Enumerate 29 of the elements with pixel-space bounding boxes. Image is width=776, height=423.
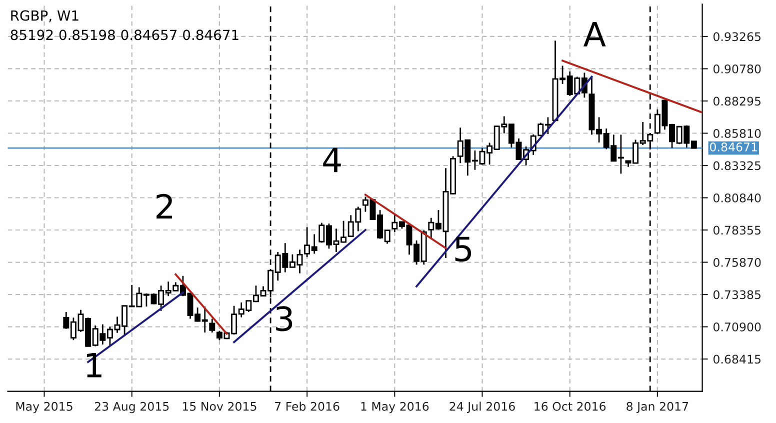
chart-title: RGBP, W1 — [11, 10, 78, 22]
x-tick-label: 15 Nov 2015 — [182, 402, 256, 411]
x-tick-label: May 2015 — [16, 402, 72, 414]
y-tick-label: 0.78355 — [713, 226, 760, 235]
annotation: 1 — [86, 352, 102, 378]
y-tick-label: 0.73385 — [713, 290, 760, 300]
text: 85192 0.85198 0.84657 0.84671 — [10, 30, 238, 40]
annotation: 5 — [455, 236, 472, 262]
y-tick-label: 0.88295 — [713, 96, 760, 106]
ref-line-label: 0.84671 — [710, 142, 757, 152]
x-tick-label: 1 May 2016 — [361, 402, 429, 414]
y-tick-label: 0.68415 — [713, 354, 760, 364]
y-tick-label: 0.93265 — [713, 32, 760, 42]
x-tick-label: 7 Feb 2016 — [275, 402, 340, 411]
x-tick-label: 16 Oct 2016 — [534, 402, 606, 411]
y-tick-label: 0.90780 — [713, 64, 761, 74]
x-tick-label: 8 Jan 2017 — [626, 402, 688, 414]
candlestick — [209, 318, 216, 334]
y-tick-label: 0.85810 — [713, 128, 761, 138]
annotation: 2 — [156, 194, 172, 219]
annotation: A — [583, 22, 606, 46]
y-tick-label: 0.83325 — [713, 161, 760, 170]
y-tick-label: 0.80840 — [713, 193, 761, 202]
y-tick-label: 0.70900 — [713, 322, 761, 332]
x-tick-label: 23 Aug 2015 — [94, 402, 169, 414]
annotation: 3 — [276, 306, 292, 332]
annotation: 4 — [323, 148, 341, 172]
y-tick-label: 0.75870 — [713, 258, 761, 267]
x-tick-label: 24 Jul 2016 — [450, 402, 515, 414]
